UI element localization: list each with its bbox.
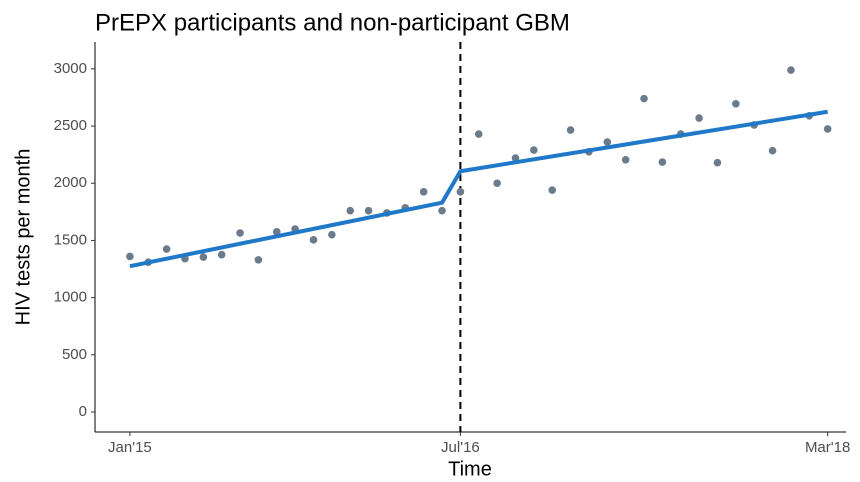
y-axis-label: HIV tests per month xyxy=(12,149,34,326)
x-tick-label: Jul'16 xyxy=(441,439,480,456)
y-tick-label: 2500 xyxy=(54,117,87,134)
data-point xyxy=(823,125,832,133)
y-tick-label: 2000 xyxy=(54,174,87,191)
y-tick-label: 3000 xyxy=(54,60,87,77)
x-axis-label: Time xyxy=(448,458,492,480)
y-tick-label: 0 xyxy=(79,403,87,420)
data-point xyxy=(732,99,740,108)
data-point xyxy=(162,245,171,253)
y-tick-label: 1500 xyxy=(54,231,87,248)
data-point xyxy=(548,186,557,194)
data-point xyxy=(126,252,134,261)
data-point xyxy=(566,126,575,134)
data-point xyxy=(346,206,355,215)
data-point xyxy=(272,228,281,236)
data-point xyxy=(309,236,318,244)
data-point xyxy=(236,229,244,237)
x-tick-label: Jan'15 xyxy=(108,439,152,456)
chart-title: PrEPX participants and non-participant G… xyxy=(95,9,570,36)
data-point xyxy=(658,158,667,166)
y-tick-label: 500 xyxy=(62,346,87,363)
data-point xyxy=(603,138,612,146)
y-tick-label: 1000 xyxy=(54,289,87,306)
data-point xyxy=(474,130,483,138)
data-point xyxy=(456,188,465,196)
data-point xyxy=(713,158,722,167)
data-point xyxy=(787,66,795,74)
trend-line xyxy=(129,109,828,269)
x-tick-label: Mar'18 xyxy=(805,439,850,456)
data-point xyxy=(199,253,208,261)
data-point xyxy=(254,256,263,264)
data-point xyxy=(621,156,630,164)
data-point xyxy=(768,146,777,155)
data-point xyxy=(364,206,373,215)
data-point xyxy=(493,179,501,188)
data-point xyxy=(328,230,336,239)
data-point xyxy=(530,146,538,154)
data-point xyxy=(217,250,226,259)
data-point xyxy=(695,114,703,122)
data-point xyxy=(640,94,648,103)
data-point xyxy=(438,206,446,215)
data-point xyxy=(419,188,428,196)
